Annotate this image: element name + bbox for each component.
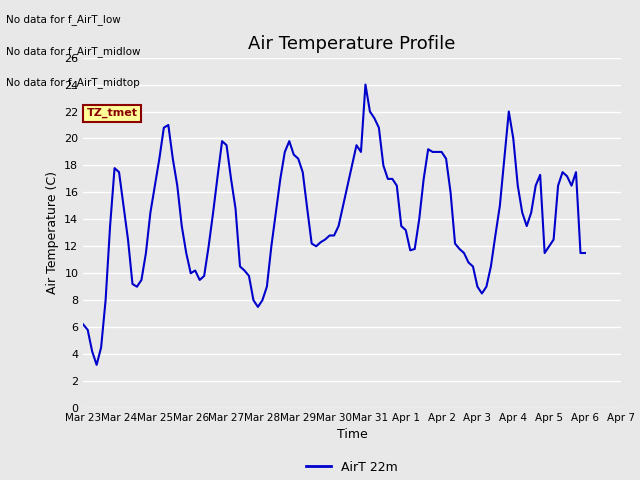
Title: Air Temperature Profile: Air Temperature Profile (248, 35, 456, 53)
Text: No data for f_AirT_midlow: No data for f_AirT_midlow (6, 46, 141, 57)
Text: No data for f_AirT_low: No data for f_AirT_low (6, 14, 121, 25)
Y-axis label: Air Temperature (C): Air Temperature (C) (45, 171, 58, 294)
Legend: AirT 22m: AirT 22m (301, 456, 403, 479)
Text: TZ_tmet: TZ_tmet (86, 108, 138, 118)
Text: No data for f_AirT_midtop: No data for f_AirT_midtop (6, 77, 140, 88)
X-axis label: Time: Time (337, 429, 367, 442)
